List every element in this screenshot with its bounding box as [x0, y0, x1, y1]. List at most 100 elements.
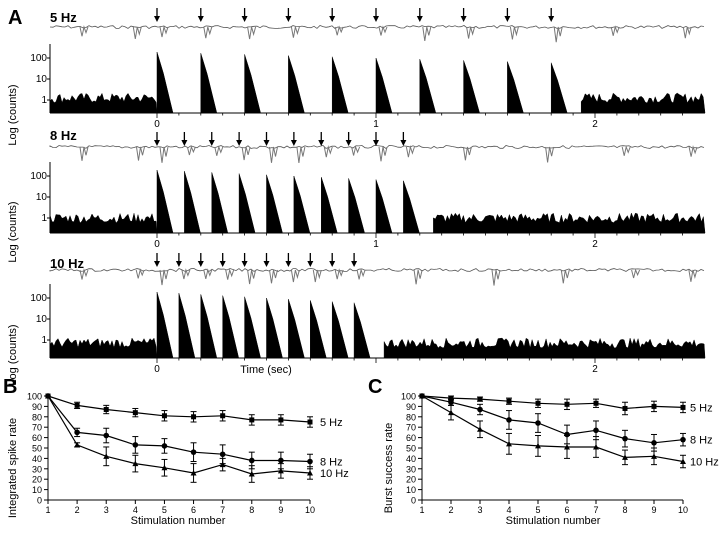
xtick-label: 2 — [448, 505, 453, 515]
burst-0-8 — [422, 26, 432, 41]
data-point — [161, 443, 168, 449]
ytick-label: 20 — [406, 475, 416, 485]
hist1-xtick-0: 0 — [154, 119, 160, 130]
hist2-ytick-1: 1 — [41, 213, 47, 224]
burst-0-10 — [509, 26, 519, 40]
panel-label-c: C — [368, 376, 382, 398]
burst-1-10 — [378, 146, 388, 162]
data-point — [74, 441, 81, 448]
series-line — [421, 395, 684, 410]
burst-2-8 — [290, 269, 300, 283]
data-point — [622, 454, 628, 460]
data-point — [506, 398, 512, 404]
burst-1-7 — [296, 146, 306, 163]
burst-2-1 — [135, 268, 145, 279]
histogram-area-1 — [49, 169, 706, 234]
xtick-label: 10 — [678, 505, 688, 515]
ytick-label: 50 — [406, 444, 416, 454]
data-point — [190, 449, 197, 455]
burst-2-9 — [312, 269, 322, 283]
burst-1-8 — [323, 145, 333, 158]
data-point — [45, 393, 51, 399]
burst-0-11 — [553, 26, 563, 43]
hist3-ytick-1: 1 — [41, 335, 47, 346]
stim-arrow-head-1-3 — [236, 140, 243, 146]
xtick-label: 3 — [104, 505, 109, 515]
data-point — [564, 443, 570, 450]
stim-arrow-head-0-8 — [504, 16, 511, 22]
data-point — [506, 440, 512, 447]
burst-2-7 — [269, 269, 278, 284]
stim-arrow-head-0-4 — [329, 16, 336, 22]
burst-2-13 — [491, 269, 501, 286]
ytick-label: 10 — [406, 485, 416, 495]
data-point — [248, 457, 255, 464]
burst-2-2 — [159, 269, 169, 286]
burst-2-3 — [181, 268, 191, 280]
stim-arrow-head-0-0 — [154, 16, 160, 22]
data-point — [307, 469, 313, 476]
data-point — [103, 432, 110, 439]
raw-trace-0 — [49, 25, 705, 29]
burst-0-12 — [610, 25, 620, 36]
data-point — [593, 400, 599, 406]
hist3-xtick-2: 2 — [592, 364, 598, 375]
burst-0-0 — [79, 25, 89, 37]
xtick-label: 1 — [419, 505, 424, 515]
ytick-label: 90 — [32, 402, 42, 412]
stim-arrow-head-2-2 — [197, 261, 204, 267]
burst-1-6 — [269, 146, 278, 163]
data-point — [307, 458, 313, 465]
stim-arrow-head-1-7 — [345, 140, 352, 146]
data-point — [680, 458, 686, 465]
ytick-label: 0 — [411, 496, 416, 506]
ytick-label: 80 — [32, 412, 42, 422]
series-label: 10 Hz — [320, 468, 349, 480]
data-point — [419, 393, 425, 399]
stim-arrow-head-1-5 — [290, 140, 297, 146]
data-point — [132, 460, 139, 467]
ytick-label: 80 — [406, 412, 416, 422]
stim-arrow-head-0-2 — [241, 16, 248, 22]
series-label: 10 Hz — [690, 457, 719, 469]
stim-arrow-head-1-6 — [318, 140, 325, 146]
series-label: 8 Hz — [690, 435, 713, 447]
xtick-label: 4 — [506, 505, 511, 515]
burst-0-9 — [466, 26, 476, 39]
series-line — [421, 395, 684, 444]
data-point — [593, 443, 599, 450]
burst-1-9 — [351, 145, 361, 156]
ytick-label: 90 — [406, 402, 416, 412]
stim-arrow-head-1-0 — [154, 140, 160, 146]
data-point — [307, 419, 313, 425]
xtick-label: 8 — [622, 505, 627, 515]
data-point — [651, 453, 657, 459]
c-ylabel: Burst success rate — [383, 423, 395, 513]
stim-arrow-head-2-8 — [329, 261, 336, 267]
burst-1-11 — [405, 145, 415, 158]
xtick-label: 9 — [278, 505, 283, 515]
stim-arrow-head-0-3 — [285, 16, 292, 22]
data-point — [132, 410, 138, 416]
xtick-label: 5 — [162, 505, 167, 515]
burst-2-16 — [688, 269, 698, 282]
ytick-label: 40 — [406, 454, 416, 464]
hist1-ytick-1: 1 — [41, 95, 47, 106]
data-point — [191, 414, 197, 420]
burst-0-6 — [334, 25, 344, 36]
data-point — [564, 401, 570, 407]
burst-2-12 — [413, 269, 423, 285]
data-point — [506, 417, 512, 423]
series-line — [47, 395, 311, 463]
xtick-label: 1 — [45, 505, 50, 515]
stim-arrow-head-1-2 — [208, 140, 215, 146]
data-point — [477, 396, 483, 402]
ytick-label: 70 — [406, 423, 416, 433]
xtick-label: 7 — [220, 505, 225, 515]
hist2-xtick-0: 0 — [154, 239, 160, 250]
burst-0-2 — [159, 25, 169, 38]
stim-arrow-head-1-4 — [263, 140, 270, 146]
data-point — [220, 413, 226, 419]
stim-arrow-head-2-0 — [154, 261, 160, 267]
xtick-label: 6 — [564, 505, 569, 515]
